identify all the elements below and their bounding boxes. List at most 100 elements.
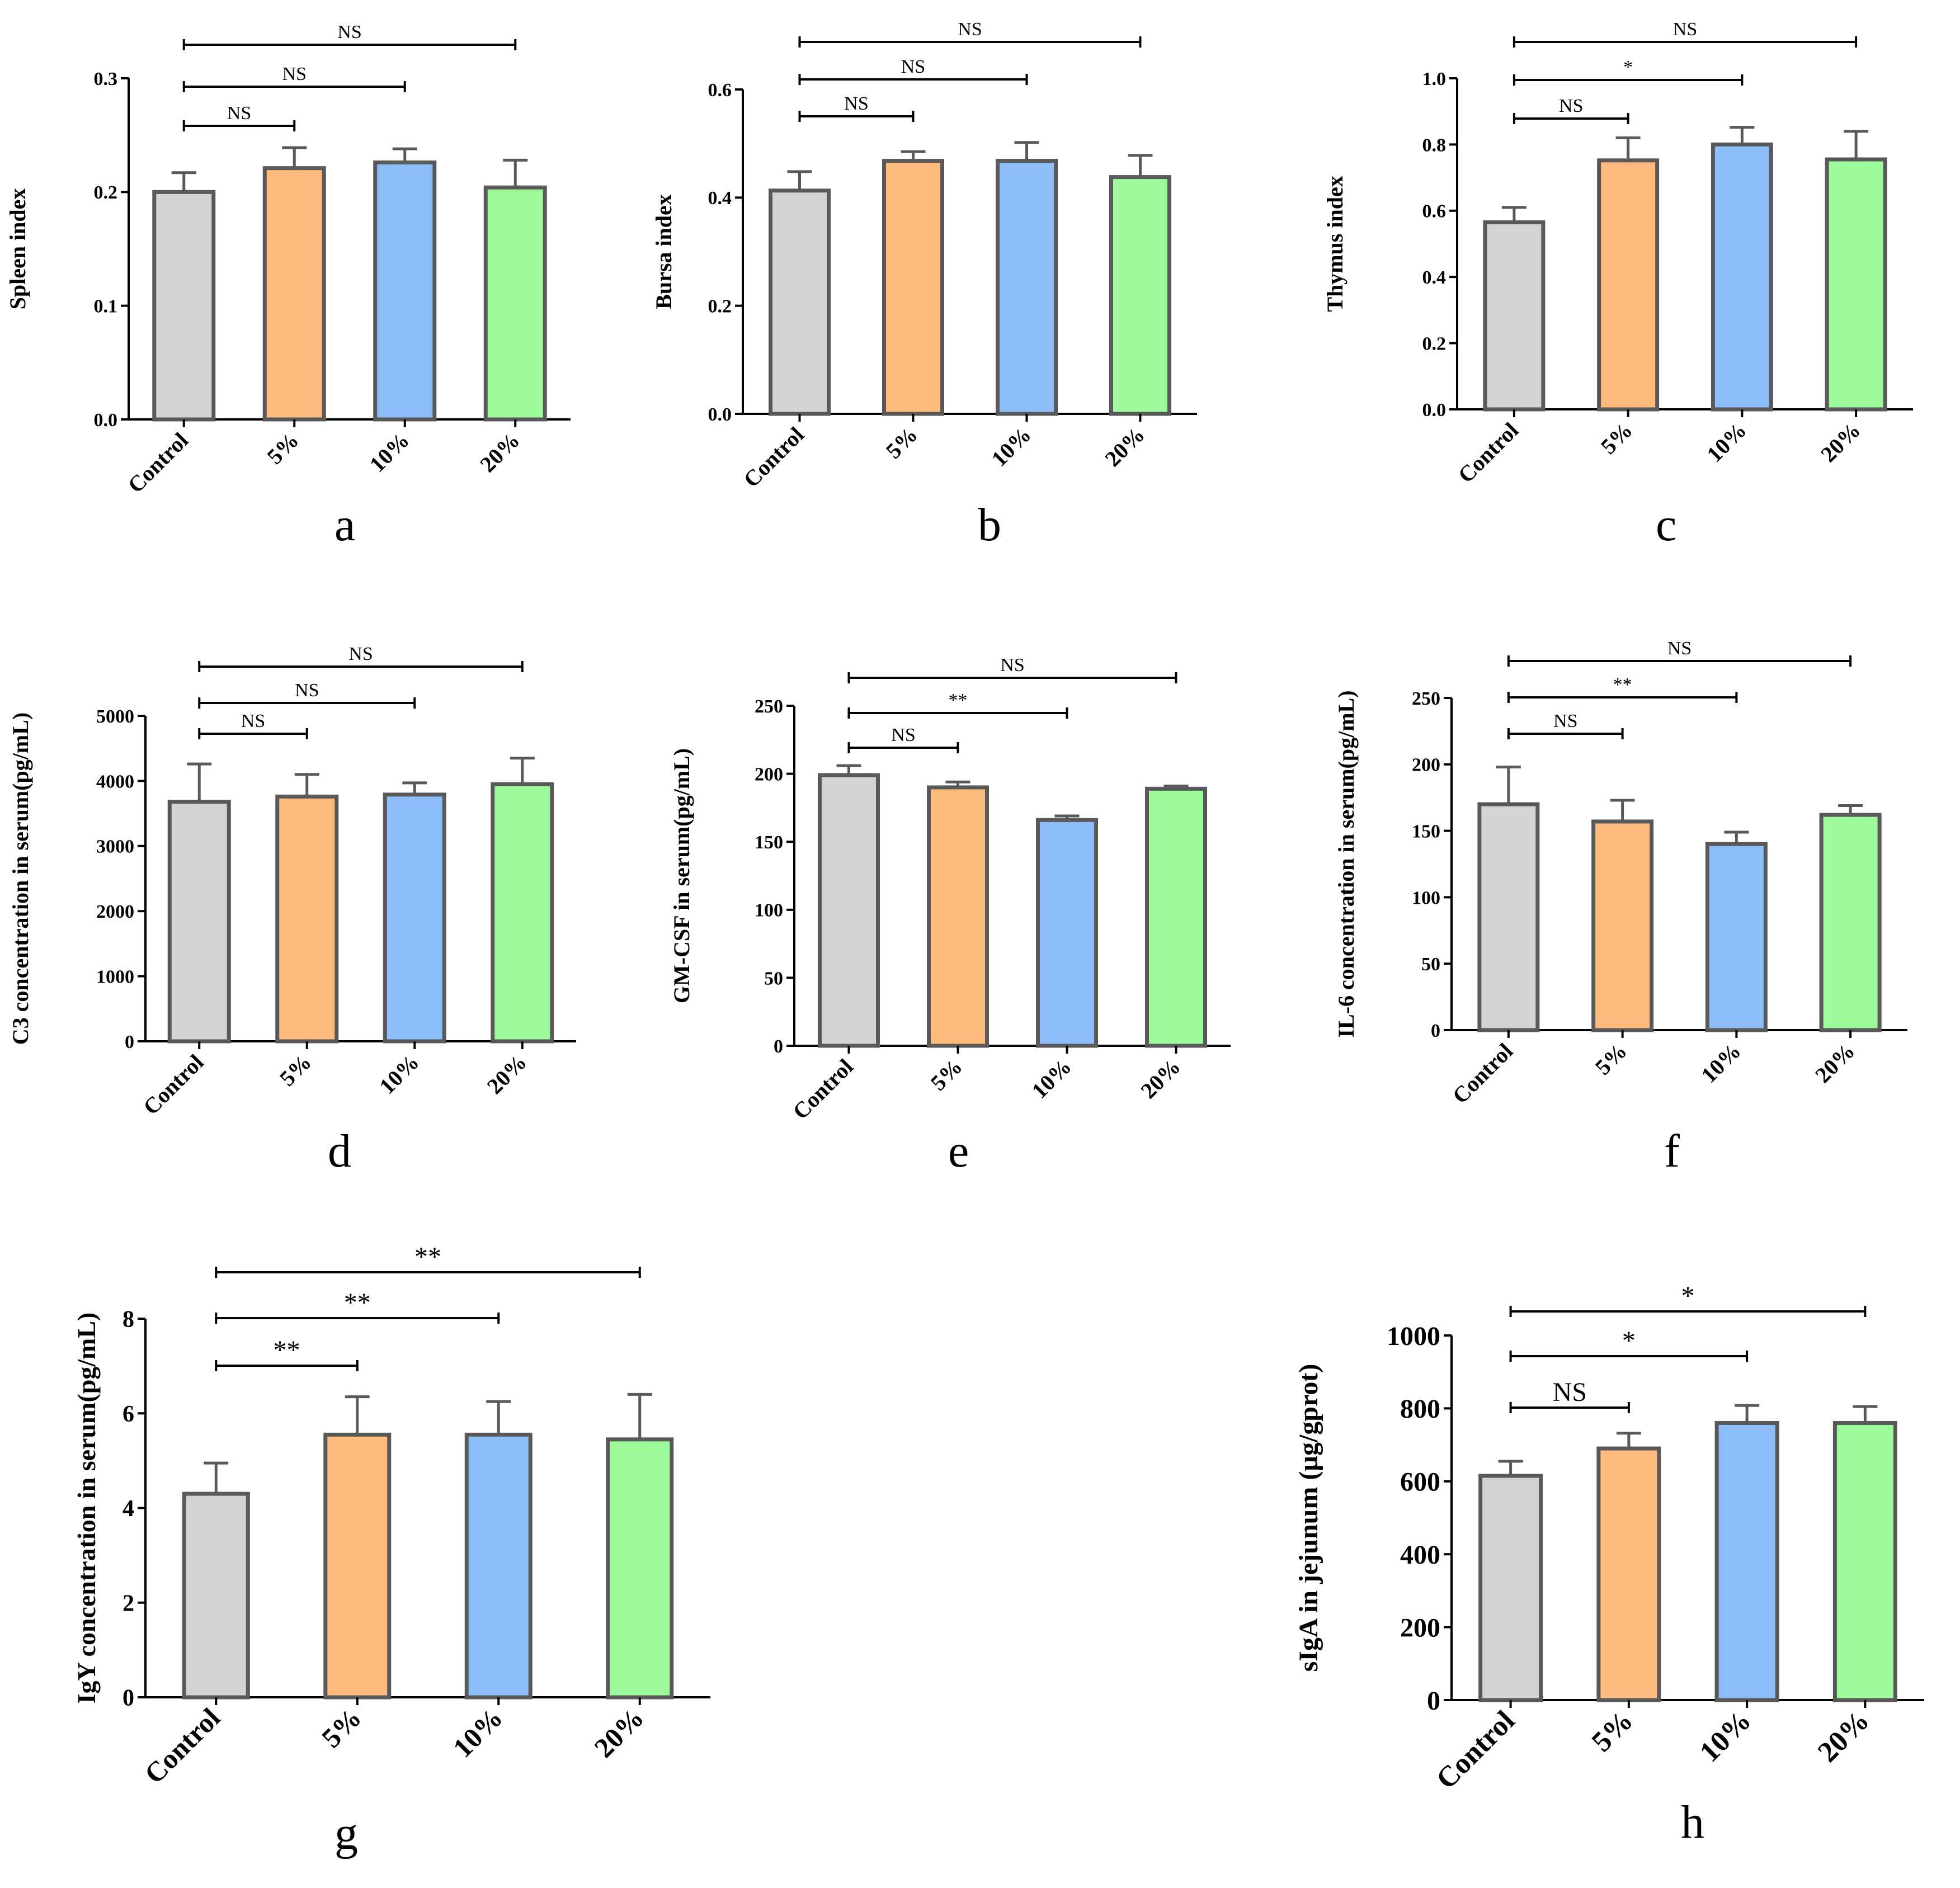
bar-Control: [1483, 220, 1546, 412]
y-tick-label: 2000: [96, 901, 134, 922]
y-tick-label: 600: [1400, 1467, 1440, 1497]
siga-jejunum-chart: 0 200 400 600 800 1000 sIgA in jejunum (µg/gpr…: [1294, 1281, 1924, 1795]
significance-label: **: [1613, 674, 1632, 695]
y-axis-label: IgY concentration in serum(pg/mL): [72, 1313, 101, 1704]
bar-5%: [262, 166, 326, 422]
category-label: Control: [123, 428, 194, 498]
y-tick-label: 1000: [1387, 1321, 1440, 1351]
bar-10%: [373, 160, 437, 422]
significance-label: **: [949, 690, 968, 711]
category-label: 5%: [1596, 418, 1637, 459]
y-tick-label: 1.0: [1422, 69, 1447, 89]
y-tick-label: 5000: [96, 706, 134, 727]
panel-letter-a: a: [334, 499, 356, 551]
y-axis-label: IL-6 concentration in serum(pg/mL): [1334, 690, 1359, 1037]
y-tick-label: 200: [1412, 755, 1440, 776]
category-label: 5%: [1586, 1705, 1639, 1758]
y-tick-label: 0.2: [708, 296, 732, 317]
bar-5%: [275, 794, 339, 1044]
significance-label: NS: [1667, 638, 1692, 659]
y-tick-label: 0: [123, 1686, 134, 1711]
bar-5%: [1597, 158, 1660, 412]
category-label: 20%: [588, 1702, 649, 1763]
y-tick-label: 0.4: [708, 188, 732, 209]
y-tick-label: 0: [1431, 1021, 1440, 1041]
significance-label: NS: [295, 680, 319, 701]
bar-20%: [1819, 813, 1882, 1032]
y-tick-label: 50: [1421, 954, 1440, 975]
y-tick-label: 1000: [96, 967, 134, 988]
bar-5%: [1596, 1446, 1661, 1702]
y-axis-label: Spleen index: [5, 188, 30, 310]
bar-Control: [182, 1491, 250, 1700]
bar-20%: [1145, 786, 1207, 1048]
significance-label: NS: [844, 93, 868, 114]
y-axis-label: C3 concentration in serum(pg/mL): [8, 712, 33, 1045]
bar-Control: [1477, 802, 1540, 1032]
category-label: Control: [1448, 1039, 1518, 1109]
thymus-index-chart: 0.0 0.2 0.4 0.6 0.8 1.0 Thymus index Control 5% 1…: [1322, 19, 1913, 488]
significance-label: *: [1622, 1326, 1636, 1356]
y-tick-label: 800: [1400, 1394, 1440, 1424]
y-tick-label: 0.0: [1422, 400, 1447, 421]
significance-label: **: [414, 1242, 441, 1272]
y-tick-label: 0: [774, 1036, 783, 1057]
significance-label: NS: [227, 103, 251, 124]
y-tick-label: 150: [755, 832, 783, 853]
bar-10%: [464, 1432, 533, 1700]
category-label: 5%: [881, 422, 922, 464]
y-tick-label: 2: [123, 1590, 134, 1616]
y-tick-label: 100: [1412, 888, 1440, 908]
y-tick-label: 4: [123, 1496, 134, 1522]
y-tick-label: 0.0: [94, 410, 118, 431]
igy-concentration-chart: 0 2 4 6 8 IgY concentration in serum(pg/mL) Co…: [72, 1242, 710, 1790]
panel-letter-c: c: [1656, 499, 1677, 551]
y-tick-label: 6: [123, 1401, 134, 1427]
y-tick-label: 200: [1400, 1613, 1440, 1642]
significance-label: NS: [1553, 1377, 1587, 1407]
category-label: Control: [788, 1054, 858, 1125]
y-tick-label: 0.0: [708, 404, 732, 425]
bar-10%: [383, 792, 446, 1044]
category-label: 5%: [1590, 1039, 1632, 1080]
y-tick-label: 0.6: [1422, 201, 1447, 222]
category-label: 10%: [365, 428, 414, 477]
significance-label: *: [1623, 57, 1633, 78]
bar-5%: [882, 159, 944, 416]
y-axis-label: Bursa index: [651, 194, 676, 309]
y-tick-label: 0: [1427, 1686, 1440, 1716]
category-label: 10%: [1702, 418, 1751, 467]
bar-20%: [491, 782, 554, 1044]
bar-20%: [1109, 175, 1171, 416]
category-label: 10%: [1696, 1039, 1745, 1088]
significance-label: **: [344, 1288, 371, 1318]
bar-20%: [606, 1437, 674, 1700]
category-label: Control: [1453, 418, 1524, 488]
y-tick-label: 3000: [96, 837, 134, 857]
y-tick-label: 250: [755, 696, 783, 717]
panel-letter-b: b: [978, 499, 1001, 551]
y-tick-label: 400: [1400, 1540, 1440, 1570]
y-tick-label: 150: [1412, 822, 1440, 842]
c3-concentration-chart: 0 1000 2000 3000 4000 5000 C3 concentration in…: [8, 644, 576, 1120]
y-tick-label: 100: [755, 900, 783, 921]
bar-Control: [769, 188, 831, 416]
bar-20%: [1832, 1420, 1897, 1702]
significance-label: NS: [241, 711, 265, 731]
category-label: 20%: [1816, 418, 1865, 467]
y-axis-label: Thymus index: [1322, 176, 1348, 311]
significance-label: NS: [901, 56, 925, 77]
bar-5%: [323, 1432, 392, 1700]
category-label: 10%: [1026, 1054, 1076, 1103]
category-label: 20%: [1812, 1705, 1876, 1768]
category-label: 20%: [1810, 1039, 1859, 1088]
significance-label: *: [1681, 1281, 1695, 1311]
significance-label: NS: [1559, 96, 1583, 116]
y-axis-label: sIgA in jejunum (µg/gprot): [1294, 1364, 1323, 1672]
y-tick-label: 200: [755, 764, 783, 785]
bar-10%: [1705, 842, 1768, 1032]
bar-Control: [818, 773, 880, 1048]
y-tick-label: 0: [125, 1032, 134, 1052]
category-label: 10%: [1694, 1705, 1758, 1768]
category-label: 10%: [447, 1702, 508, 1763]
